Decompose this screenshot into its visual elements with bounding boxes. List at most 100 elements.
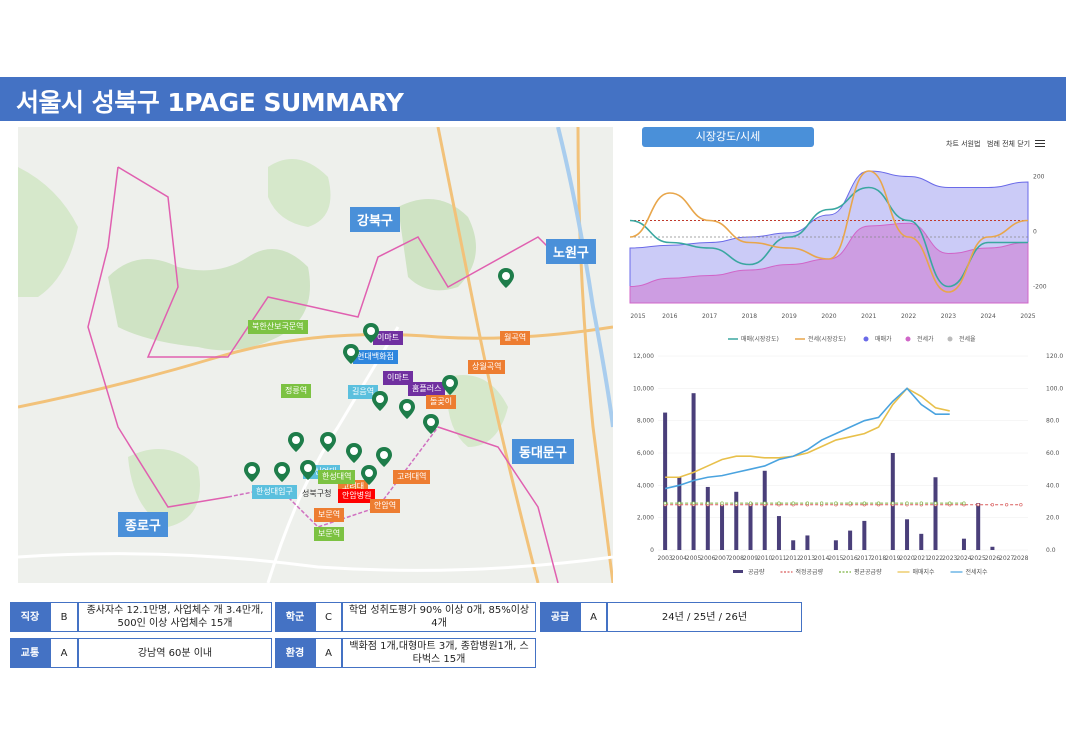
legend-label: 전세율	[959, 335, 976, 343]
series-point	[990, 503, 995, 507]
x-tick-label: 2014	[814, 555, 829, 562]
x-tick-label: 2020	[899, 555, 914, 562]
legend-label: 전세지수	[966, 568, 989, 576]
x-tick-label: 2015	[828, 555, 843, 562]
summary-label-job: 직장	[10, 602, 50, 632]
right-tick-label: 60.0	[1046, 450, 1060, 457]
left-tick-label: 8,000	[637, 418, 654, 425]
x-tick-label: 2021	[861, 313, 876, 320]
summary-label-environment: 환경	[275, 638, 315, 668]
summary-label-transport: 교통	[10, 638, 50, 668]
x-tick-label: 2025	[1020, 313, 1035, 320]
starbucks-pin-icon[interactable]	[498, 268, 514, 288]
poi-label: 돌곶이	[426, 395, 457, 409]
legend-label: 전세(시장강도)	[808, 335, 846, 343]
legend-toggle-button[interactable]: 범례 전체 닫기	[987, 140, 1031, 148]
region-label-jongno: 종로구	[118, 512, 168, 537]
series-point	[933, 501, 938, 505]
series-point	[962, 501, 966, 505]
market-strength-title: 시장강도/시세	[642, 127, 814, 147]
supply-bar	[905, 519, 910, 550]
supply-bar	[663, 412, 668, 550]
starbucks-pin-icon[interactable]	[399, 399, 415, 419]
x-tick-label: 2016	[662, 313, 677, 320]
right-tick-label: 0.0	[1046, 547, 1056, 554]
x-tick-label: 2005	[686, 555, 701, 562]
starbucks-pin-icon[interactable]	[274, 462, 290, 482]
series-point	[891, 501, 895, 505]
region-label-nowon: 노원구	[546, 239, 596, 264]
x-tick-label: 2011	[771, 555, 786, 562]
summary-desc-school: 학업 성취도평가 90% 이상 0개, 85%이상 4개	[342, 602, 536, 632]
summary-label-supply: 공급	[540, 602, 580, 632]
supply-bar	[990, 546, 995, 550]
supply-bar	[705, 486, 710, 550]
poi-label: 고려대역	[393, 470, 431, 484]
series-point	[663, 501, 667, 505]
series-point	[1005, 503, 1009, 507]
x-tick-label: 2022	[901, 313, 916, 320]
x-tick-label: 2015	[630, 313, 645, 320]
starbucks-pin-icon[interactable]	[300, 460, 316, 480]
map-base	[18, 127, 613, 583]
starbucks-pin-icon[interactable]	[320, 432, 336, 452]
summary-grade-supply: A	[580, 602, 607, 632]
supply-index-chart-svg: 12,000 10,000 8,000 6,000 4,000 2,000 0 120.0 10…	[633, 353, 1063, 576]
x-tick-label: 2028	[1013, 555, 1028, 562]
starbucks-pin-icon[interactable]	[372, 391, 388, 411]
district-map[interactable]: 강북구 노원구 동대문구 종로구 북한산보국문역 이마트 현대백화점 이마트 홈…	[18, 127, 613, 583]
x-tick-label: 2007	[714, 555, 729, 562]
starbucks-pin-icon[interactable]	[423, 414, 439, 434]
poi-label: 안암역	[370, 499, 401, 513]
series-point	[791, 501, 795, 505]
x-tick-label: 2018	[871, 555, 886, 562]
x-tick-label: 2006	[700, 555, 715, 562]
poi-label: 보문역	[314, 527, 345, 541]
right-tick-label: 80.0	[1046, 418, 1060, 425]
x-tick-label: 2009	[743, 555, 758, 562]
poi-label: 이마트	[383, 371, 414, 385]
menu-icon[interactable]	[1035, 138, 1045, 149]
poi-label: 안암병원	[338, 489, 376, 503]
left-tick-label: 10,000	[633, 385, 654, 392]
starbucks-pin-icon[interactable]	[361, 465, 377, 485]
starbucks-pin-icon[interactable]	[288, 432, 304, 452]
title-banner: 서울시 성북구 1PAGE SUMMARY	[0, 77, 1066, 121]
legend-label: 매매(시장강도)	[741, 335, 779, 343]
legend-label: 적정공급량	[796, 569, 824, 576]
x-tick-label: 2004	[672, 555, 687, 562]
market-strength-chart-svg: 2015 2016 2017 2018 2019 2020 2021 2022 2023 2024…	[629, 170, 1047, 343]
index-line	[664, 387, 950, 490]
starbucks-pin-icon[interactable]	[363, 323, 379, 343]
series-point	[905, 501, 909, 505]
index-line	[665, 387, 950, 479]
starbucks-pin-icon[interactable]	[442, 375, 458, 395]
poi-label: 상월곡역	[468, 360, 506, 374]
starbucks-pin-icon[interactable]	[244, 462, 260, 482]
starbucks-pin-icon[interactable]	[343, 344, 359, 364]
region-label-dongdaemun: 동대문구	[512, 439, 574, 464]
market-strength-chart: 2015 2016 2017 2018 2019 2020 2021 2022 2023 2024…	[628, 155, 1048, 345]
x-tick-label: 2016	[842, 555, 857, 562]
summary-desc-supply: 24년 / 25년 / 26년	[607, 602, 802, 632]
x-tick-label: 2013	[800, 555, 815, 562]
chart-settings-button[interactable]: 차트 서원법	[946, 140, 981, 148]
supply-bar	[734, 491, 739, 550]
left-tick-label: 12,000	[633, 353, 654, 360]
summary-label-school: 학군	[275, 602, 315, 632]
starbucks-pin-icon[interactable]	[376, 447, 392, 467]
x-tick-label: 2020	[821, 313, 836, 320]
supply-bar	[805, 535, 810, 550]
x-tick-label: 2019	[782, 313, 797, 320]
left-tick-label: 6,000	[637, 450, 654, 457]
supply-bar	[748, 503, 753, 550]
x-tick-label: 2024	[956, 555, 971, 562]
x-tick-label: 2025	[971, 555, 986, 562]
poi-label: 한성대역	[318, 470, 356, 484]
summary-desc-environment: 백화점 1개,대형마트 3개, 종합병원1개, 스타벅스 15개	[342, 638, 536, 668]
series-point	[748, 501, 753, 505]
x-tick-label: 2010	[757, 555, 772, 562]
starbucks-pin-icon[interactable]	[346, 443, 362, 463]
supply-bar	[720, 504, 725, 550]
series-point	[706, 501, 710, 505]
